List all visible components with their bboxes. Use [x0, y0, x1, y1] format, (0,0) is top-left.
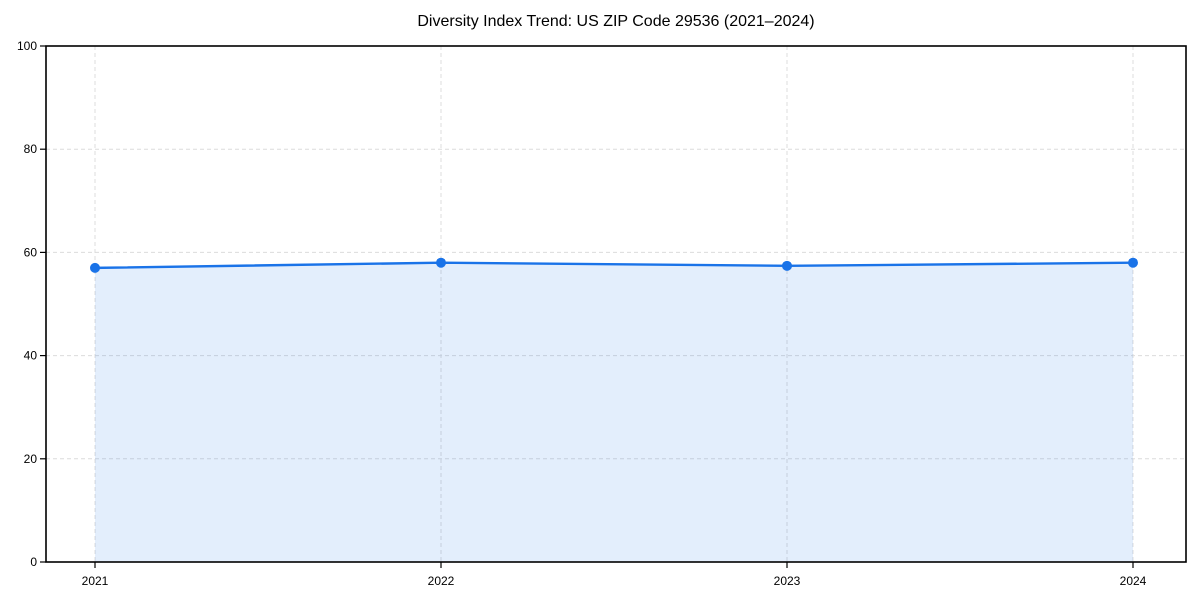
axis-spine-box — [45, 45, 1187, 563]
x-tick-label: 2022 — [428, 574, 455, 588]
y-tick-label: 0 — [30, 555, 37, 569]
data-point-marker — [436, 257, 446, 268]
chart-title: Diversity Index Trend: US ZIP Code 29536… — [417, 13, 815, 30]
area-fill — [95, 262, 1133, 562]
x-tick-label: 2024 — [1120, 574, 1147, 588]
trend-line — [93, 261, 1135, 270]
y-tick-label: 80 — [24, 142, 38, 156]
y-tick-label: 40 — [24, 349, 38, 363]
data-point-marker — [782, 260, 792, 271]
x-tick-label: 2023 — [774, 574, 801, 588]
data-point-marker — [1128, 257, 1138, 268]
data-point-marker — [90, 262, 100, 273]
y-tick-label: 60 — [24, 245, 38, 259]
y-tick-label: 100 — [17, 39, 37, 53]
x-tick-label: 2021 — [82, 574, 109, 588]
y-tick-label: 20 — [24, 452, 38, 466]
